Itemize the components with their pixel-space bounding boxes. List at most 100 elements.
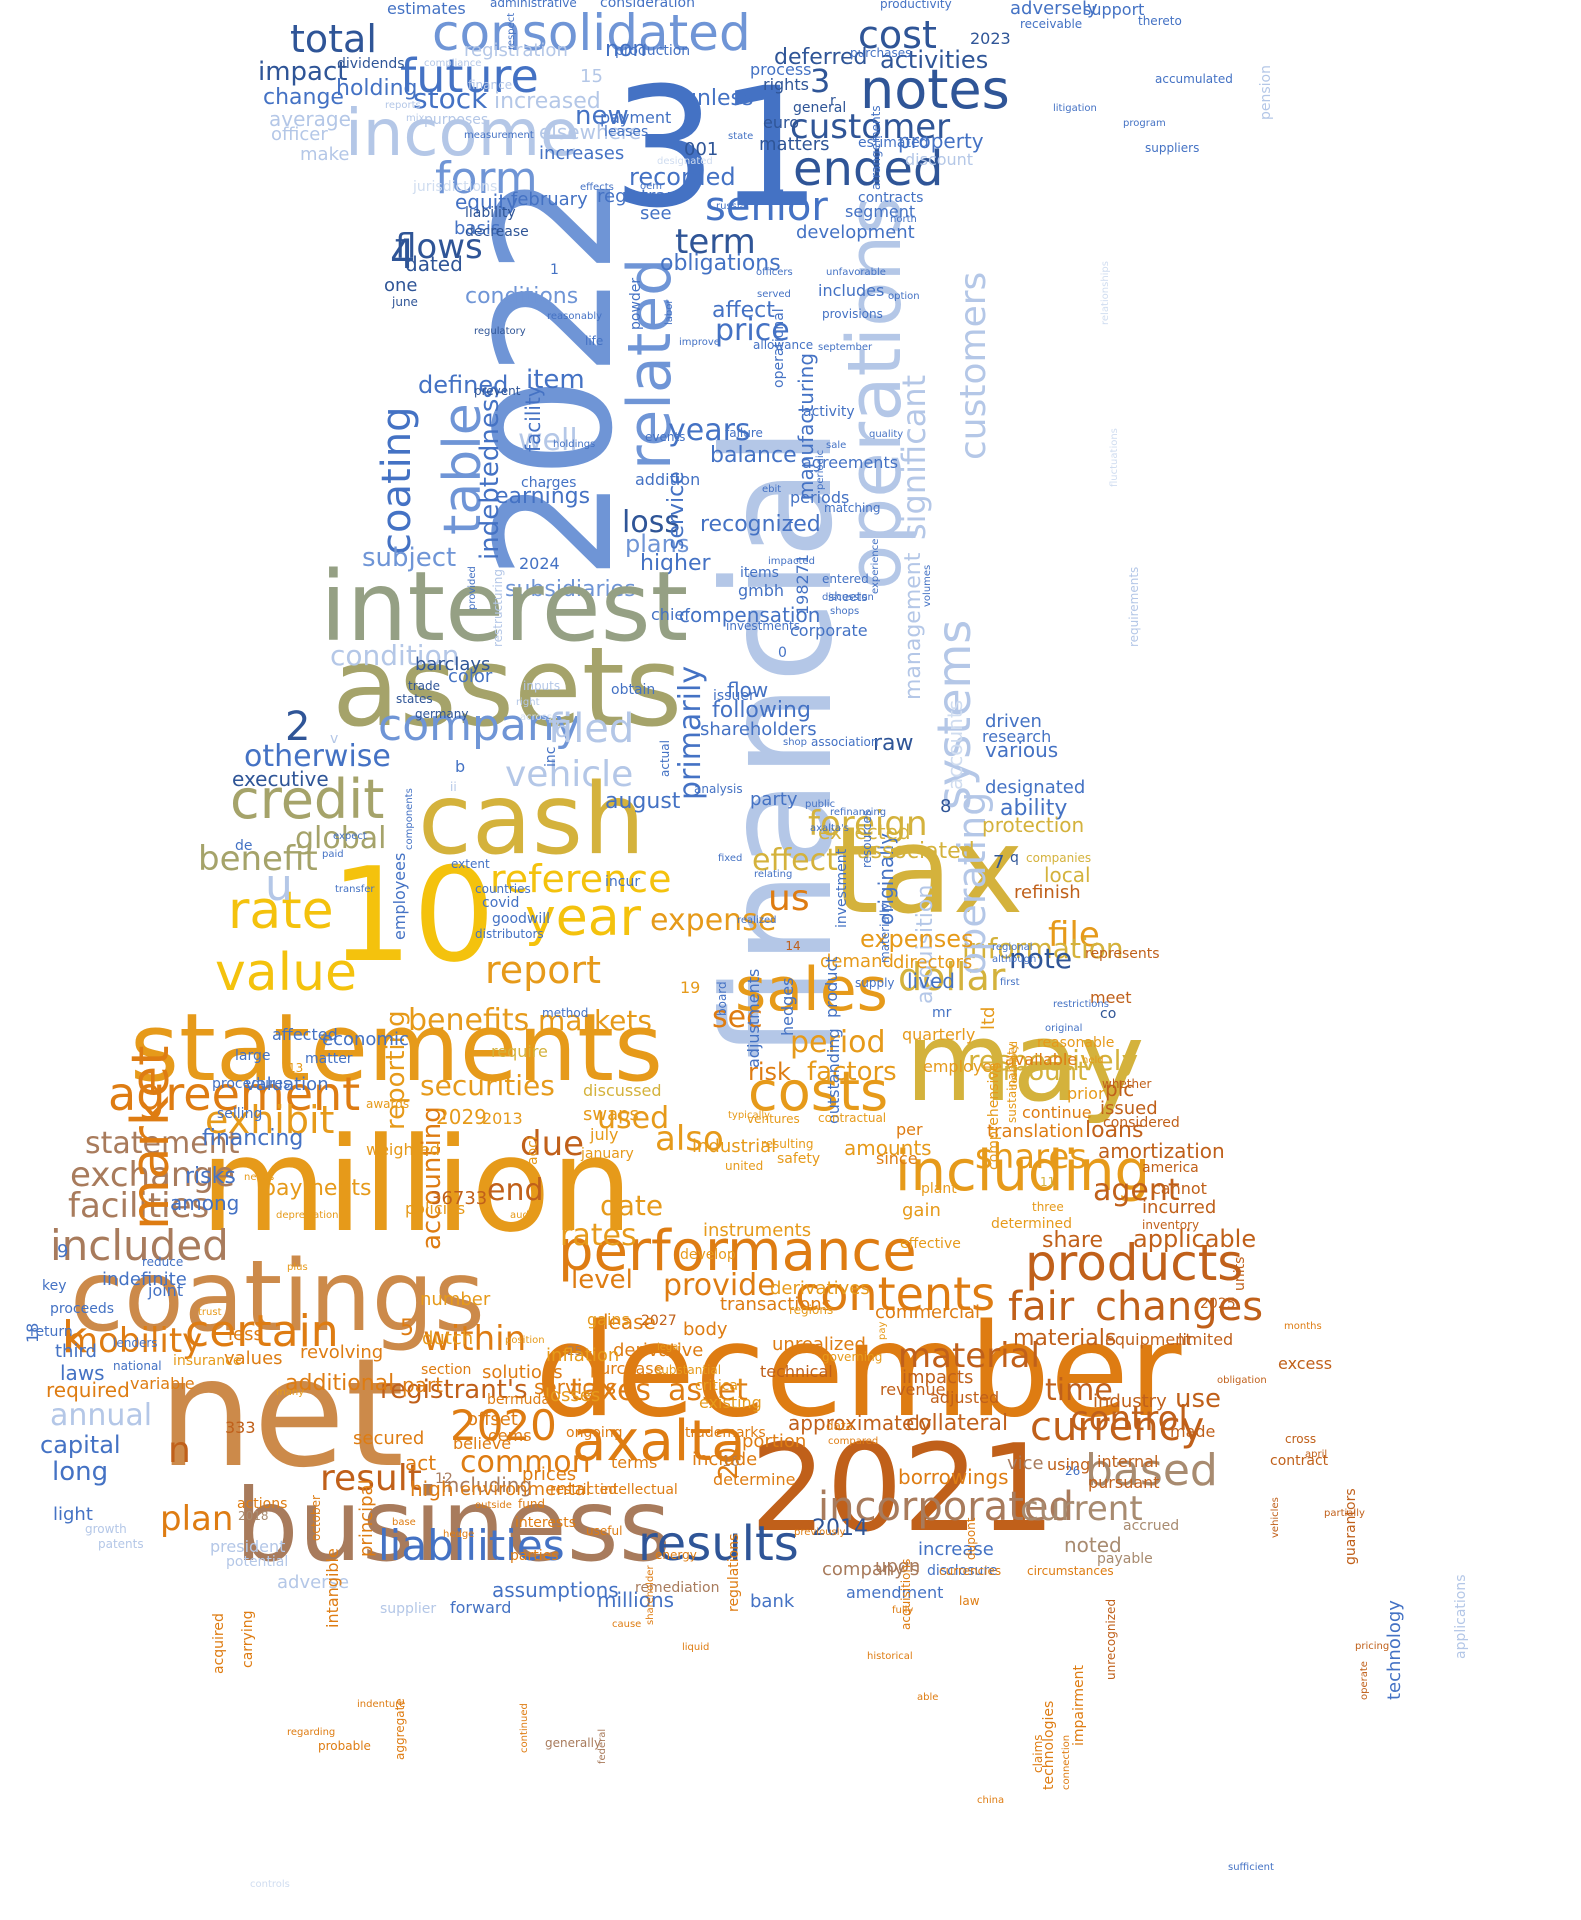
word-registrant-s: registrant's [380, 1375, 528, 1405]
word-regulations: regulations [726, 1534, 742, 1612]
word-addition: addition [635, 470, 700, 489]
word-party: party [750, 789, 798, 810]
word-v: v [330, 731, 338, 747]
word-purposes: purposes [424, 112, 488, 128]
word-industry: industry [1093, 1391, 1167, 1412]
word-december: december [535, 1297, 1182, 1446]
word-contents: contents [795, 1267, 995, 1321]
word-affected: affected [272, 1025, 338, 1044]
word-existing: existing [699, 1393, 762, 1412]
word-26: 26 [1065, 1464, 1080, 1478]
word-4: 4 [390, 232, 415, 278]
word-2025: 2025 [1200, 1296, 1236, 1312]
word-depreciation: depreciation [276, 1210, 338, 1221]
word-n: n [168, 1430, 191, 1471]
word-mr: mr [932, 1005, 952, 1021]
word-result: result [320, 1458, 422, 1499]
word-20: 20 [714, 1447, 744, 1480]
word-october: october [309, 1495, 323, 1541]
word-property: property [898, 129, 984, 153]
word-measurement: measurement [464, 130, 534, 141]
word-accounting: accounting [417, 1106, 447, 1250]
word-cross: cross [1285, 1432, 1316, 1446]
word-trust: trust [198, 1307, 222, 1318]
word-credit: credit [230, 768, 384, 831]
word-average: average [269, 107, 351, 131]
word-agreement: agreement [108, 1067, 360, 1121]
word-plant: plant [921, 1181, 957, 1197]
word-assets: assets [332, 623, 682, 751]
word-among: among [170, 1191, 239, 1215]
word-respectively: respectively [968, 1044, 1138, 1077]
word-trademarks: trademarks [685, 1425, 766, 1441]
word-materially: materially [878, 902, 892, 963]
word-chief: chief [651, 605, 690, 624]
word-designated: designated [657, 156, 713, 167]
word-using: using [1047, 1455, 1090, 1474]
word-february: february [511, 189, 588, 210]
word-2021: 2021 [750, 1420, 1055, 1559]
word-derivatives: derivatives [770, 1278, 870, 1299]
word-forward: forward [450, 1598, 511, 1617]
word-form: form [435, 153, 538, 204]
word-gain: gain [902, 1200, 941, 1221]
word-volumes: volumes [922, 565, 933, 607]
word-9: 9 [57, 1241, 68, 1262]
word-cannot: cannot [1152, 1179, 1207, 1198]
word-changes: changes [1095, 1284, 1263, 1330]
word-2020: 2020 [450, 1401, 557, 1450]
word-inventory: inventory [1142, 1218, 1199, 1232]
word-matching: matching [824, 501, 881, 515]
word-markets: markets [538, 1004, 652, 1037]
word-expense: expense [650, 903, 776, 938]
word-periods: periods [790, 488, 849, 507]
word-market: market [121, 1045, 181, 1230]
word-systems: systems [927, 620, 981, 810]
word-available: available [1005, 1050, 1077, 1069]
word-2024: 2024 [519, 554, 560, 573]
word-entered: entered [822, 572, 869, 586]
word-provide: provide [663, 1268, 776, 1303]
word-extent: extent [451, 857, 490, 871]
word-conditions: conditions [465, 284, 578, 309]
word-ii: ii [450, 780, 457, 794]
word-ability: ability [1000, 796, 1067, 821]
word-fair: fair [1008, 1284, 1075, 1330]
word-governing: governing [822, 1350, 882, 1364]
word-substantial: substantial [655, 1363, 721, 1377]
word-defined: defined [418, 371, 508, 399]
word-2027: 2027 [641, 1313, 677, 1329]
word-2029: 2029 [436, 1105, 487, 1129]
word-provided: provided [467, 566, 478, 610]
word-public: public [805, 799, 835, 810]
word-state: state [728, 131, 753, 142]
word-employee: employee [923, 1057, 1002, 1076]
word-rate: rate [228, 881, 334, 941]
word-adjustments: adjustments [744, 969, 763, 1068]
word-meet: meet [1090, 988, 1132, 1007]
word-term: term [675, 222, 756, 262]
word-april: april [1305, 1449, 1327, 1460]
word-per: per [896, 1120, 923, 1139]
word-required: required [46, 1378, 130, 1402]
word-connection: connection [1061, 1735, 1072, 1790]
word-dated: dated [405, 252, 463, 276]
word-materials: materials [1013, 1326, 1116, 1351]
word-results: results [638, 1516, 799, 1572]
word-relationships: relationships [1100, 261, 1111, 325]
word-typically: typically [728, 1110, 770, 1121]
word-represents: represents [1085, 946, 1160, 962]
word-china: china [977, 1795, 1004, 1806]
word-technologies: technologies [1041, 1701, 1057, 1790]
word-considered: considered [1103, 1115, 1180, 1131]
word-gains: gains [587, 1310, 630, 1329]
word-reasonable: reasonable [1037, 1035, 1114, 1051]
word-foreign: foreign [808, 804, 928, 844]
word-recognized: recognized [700, 512, 821, 537]
word-flow: flow [727, 678, 768, 702]
word-impacted: impacted [768, 556, 815, 567]
word-receivable: receivable [1020, 17, 1082, 31]
word-components: components [404, 788, 415, 850]
word-compared: compared [828, 1436, 878, 1447]
word-b: b [455, 757, 465, 776]
